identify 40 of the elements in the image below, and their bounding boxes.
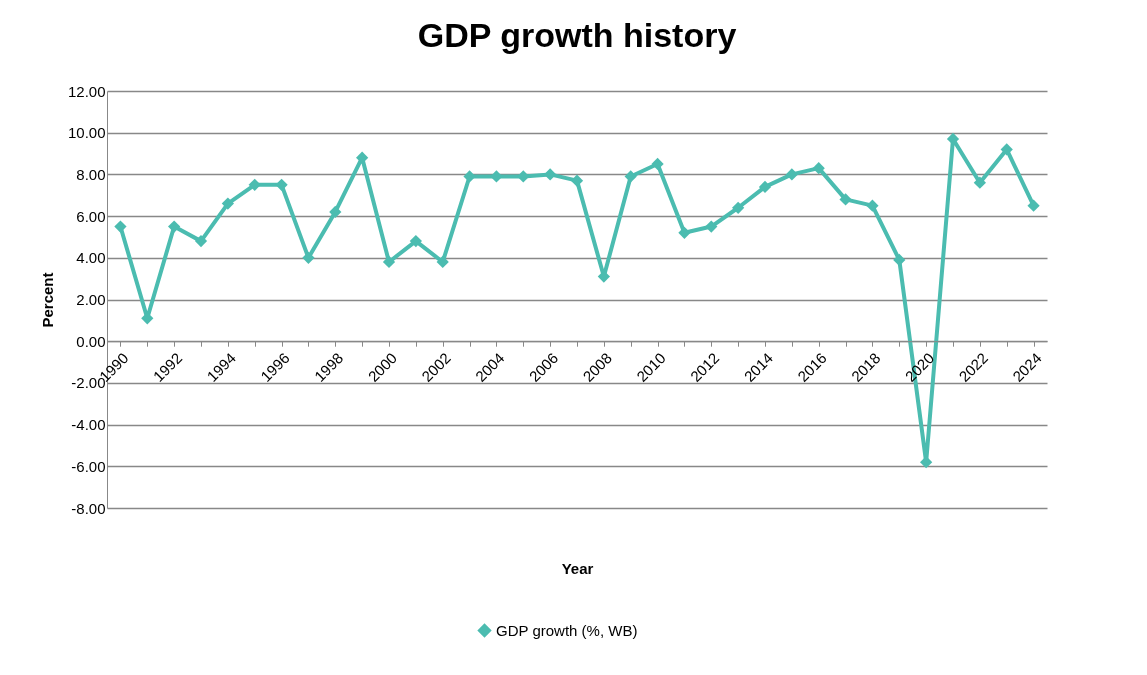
- y-tick-label: 2.00: [76, 291, 106, 308]
- y-tick-label: -8.00: [71, 499, 106, 517]
- y-axis-title: Percent: [38, 272, 56, 328]
- point: [168, 220, 181, 233]
- point: [893, 253, 906, 267]
- legend-label: GDP growth (%, WB): [496, 621, 638, 639]
- point: [624, 170, 637, 183]
- point: [329, 205, 342, 219]
- point: [1027, 199, 1040, 212]
- point: [758, 180, 772, 194]
- y-tick-label: 6.00: [76, 207, 106, 225]
- y-tick-label: 0.00: [76, 332, 106, 350]
- point: [732, 201, 745, 214]
- chart-title: GDP growth history: [417, 16, 737, 54]
- point: [705, 220, 718, 233]
- point: [785, 168, 798, 181]
- point: [544, 168, 557, 181]
- y-tick-label: -4.00: [71, 416, 106, 434]
- point: [436, 255, 449, 269]
- point: [570, 174, 584, 187]
- point: [678, 226, 691, 239]
- y-tick-label: 10.00: [67, 124, 106, 142]
- point: [409, 235, 422, 248]
- point: [114, 220, 127, 233]
- y-tick-label: -6.00: [71, 457, 106, 475]
- point: [839, 193, 852, 206]
- y-tick-label: 12.00: [67, 82, 106, 100]
- point: [248, 178, 261, 191]
- point: [651, 157, 664, 171]
- point: [866, 199, 879, 212]
- x-axis-title: Year: [561, 559, 594, 577]
- point: [221, 197, 234, 210]
- point: [194, 235, 208, 248]
- point: [973, 176, 986, 189]
- point: [382, 255, 396, 269]
- point: [302, 251, 315, 264]
- point: [1000, 143, 1013, 156]
- y-tick-label: 4.00: [76, 249, 106, 267]
- point: [812, 162, 825, 175]
- y-tick-label: 8.00: [76, 165, 106, 183]
